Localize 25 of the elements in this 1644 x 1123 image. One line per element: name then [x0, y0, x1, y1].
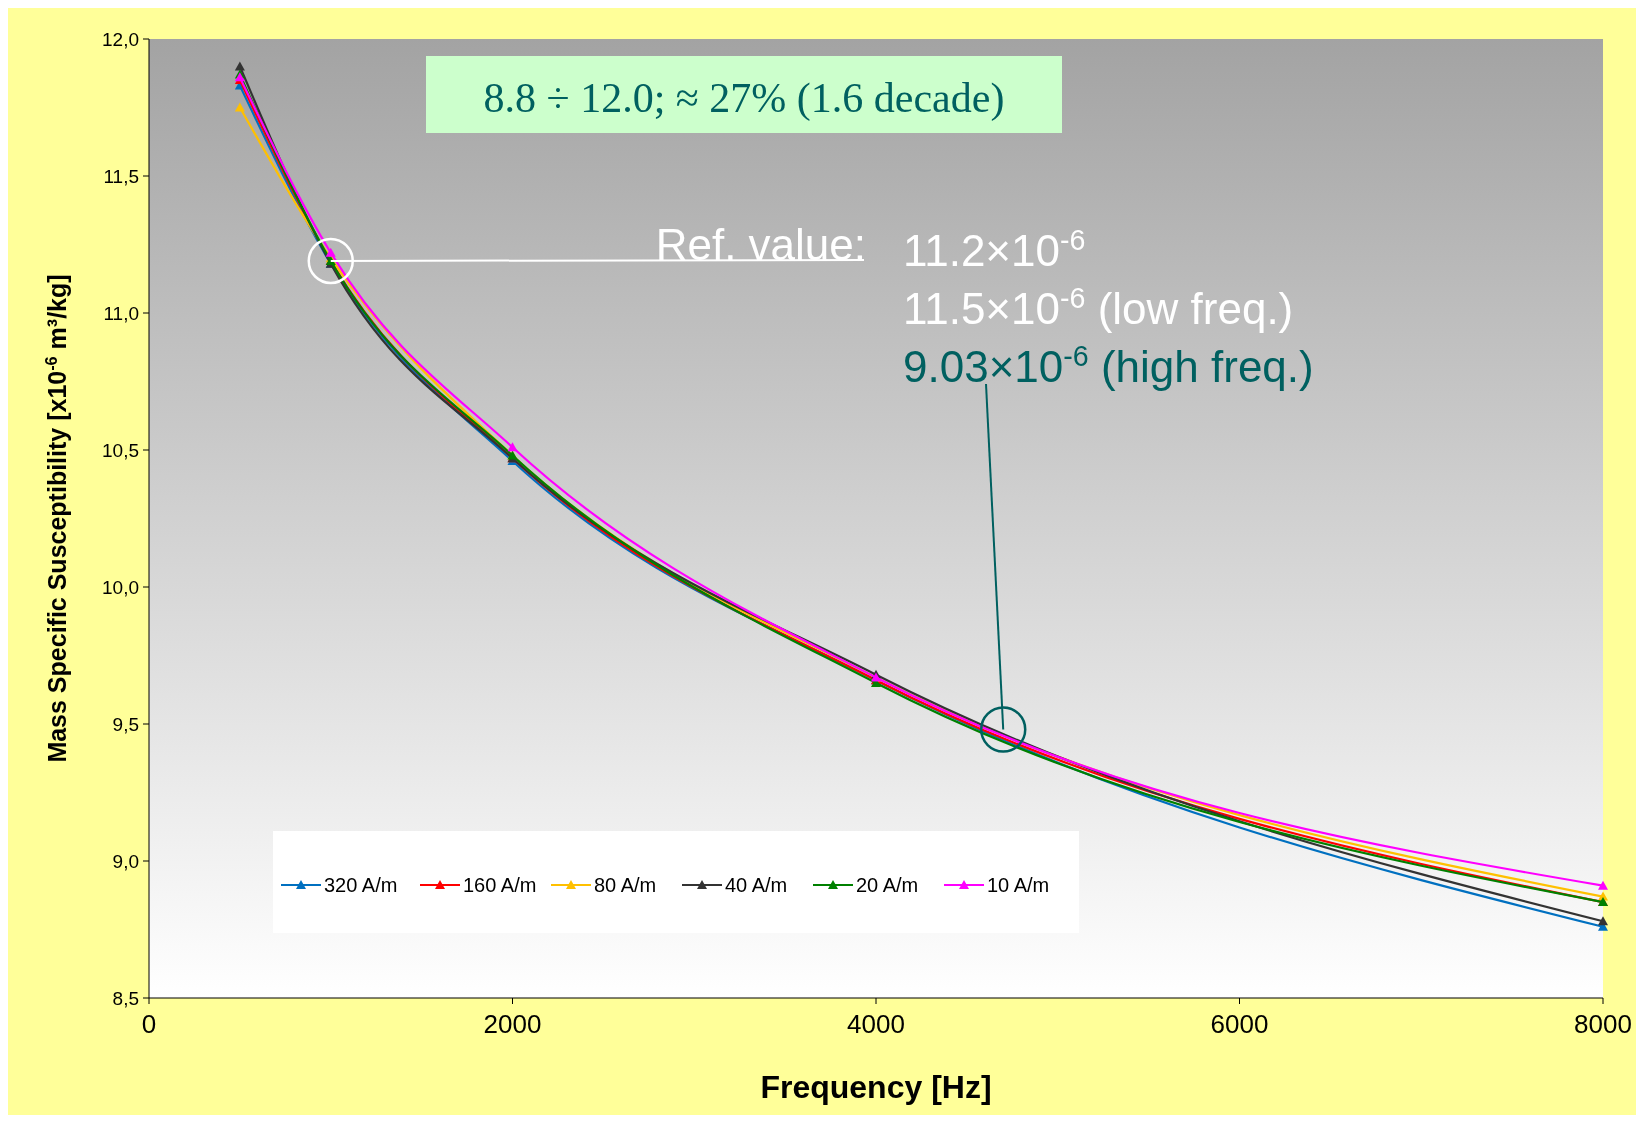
legend-label: 20 A/m: [856, 874, 919, 896]
y-tick-label: 11,0: [103, 302, 139, 324]
annotation: 11.5×10$^{-6}$ (low freq.): [903, 282, 1294, 333]
y-tick-label: 8,5: [112, 987, 139, 1009]
y-tick-label: 11,5: [103, 165, 139, 187]
annotation: 11.2×10$^{-6}$: [903, 224, 1086, 275]
y-tick-label: 9,5: [112, 713, 139, 735]
x-tick-label: 6000: [1210, 1009, 1269, 1039]
x-tick-label: 8000: [1574, 1009, 1632, 1039]
legend-label: 320 A/m: [324, 874, 398, 896]
x-tick-label: 4000: [847, 1009, 905, 1039]
annotation: 8.8 ÷ 12.0; ≈ 27% (1.6 decade): [483, 75, 1005, 122]
annotation: Ref. value:: [655, 220, 866, 269]
annotation: 9.03×10$^{-6}$ (high freq.): [903, 340, 1314, 391]
legend-label: 10 A/m: [987, 874, 1050, 896]
x-tick-label: 0: [141, 1009, 157, 1039]
legend-label: 160 A/m: [463, 874, 537, 896]
x-axis-title: Frequency [Hz]: [760, 1069, 992, 1105]
x-tick-label: 2000: [483, 1009, 542, 1039]
y-tick-label: 10,0: [102, 576, 139, 598]
legend-label: 40 A/m: [725, 874, 788, 896]
legend-label: 80 A/m: [594, 874, 657, 896]
y-tick-label: 12,0: [102, 28, 139, 50]
y-tick-label: 9,0: [112, 850, 139, 872]
y-tick-label: 10,5: [102, 439, 139, 461]
